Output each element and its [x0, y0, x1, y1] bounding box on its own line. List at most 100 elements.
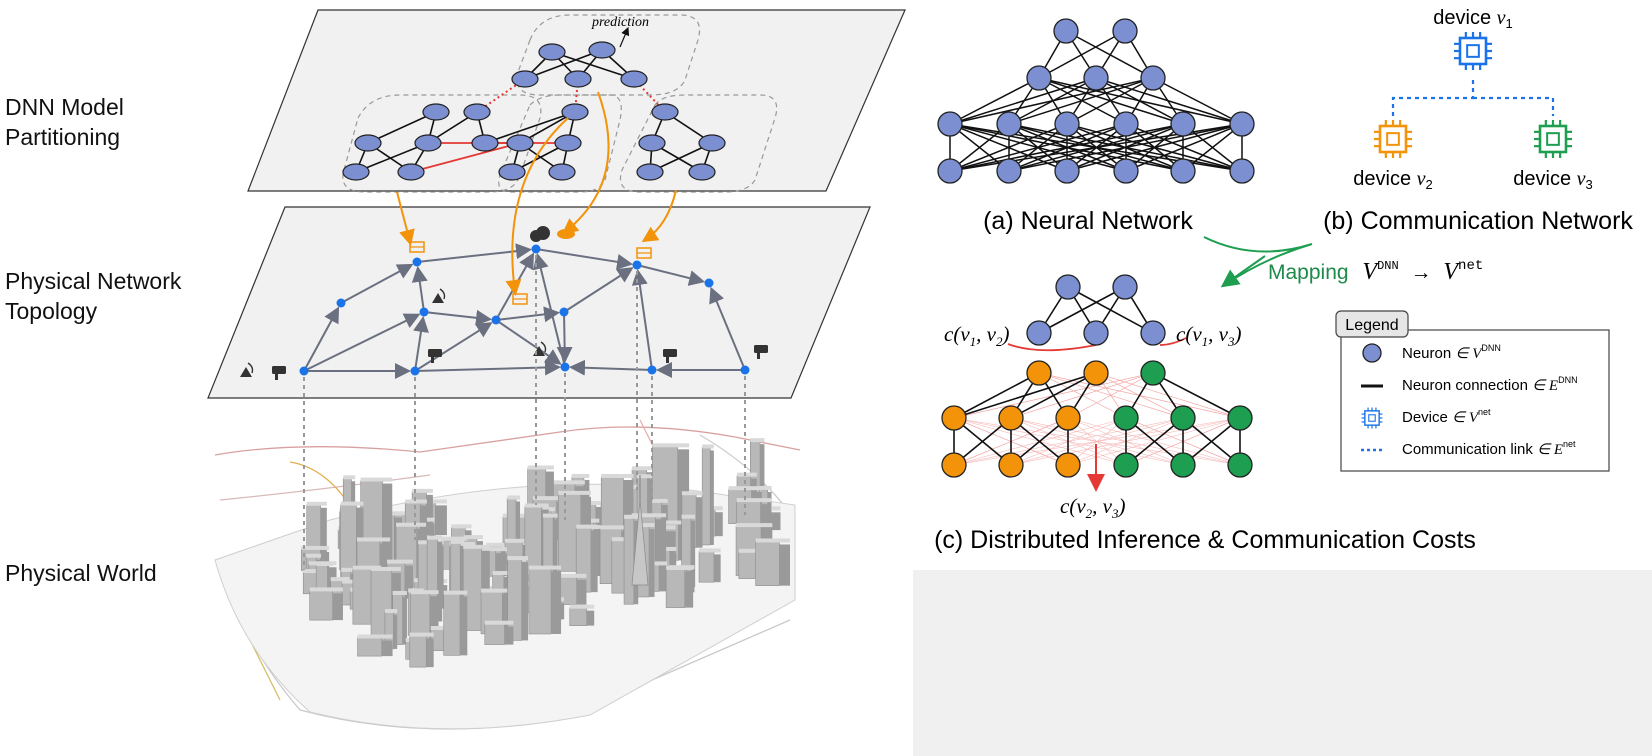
server-icon [409, 241, 425, 253]
dnn-neuron [422, 103, 450, 121]
neuron [1113, 158, 1139, 184]
neuron [1053, 18, 1079, 44]
network-link [411, 265, 428, 313]
legend-neuron-icon [1362, 343, 1382, 363]
dnn-neuron [548, 163, 576, 181]
dnn-neuron [342, 163, 370, 181]
cross-partition-edge [410, 142, 521, 173]
neuron-v3 [1140, 360, 1166, 386]
building [309, 587, 343, 621]
device-v3-label: device v3 [1513, 168, 1593, 192]
neuron-v1 [1140, 320, 1166, 346]
partition-mapping-arrows [396, 91, 677, 296]
network-topology-plane [207, 206, 871, 399]
neuron-connection [949, 77, 1097, 125]
neural-network-a [937, 18, 1255, 184]
dnn-neuron [498, 163, 526, 181]
dnn-neuron [511, 70, 539, 88]
network-link [416, 243, 533, 263]
camera-icon [663, 349, 677, 363]
building [507, 556, 529, 641]
network-node [704, 278, 714, 288]
building [701, 444, 714, 546]
dnn-neuron [538, 43, 566, 61]
cost-c13-label: c(v1, v3) [1176, 322, 1241, 349]
network-node [419, 307, 429, 317]
neuron-connection [949, 123, 1068, 172]
device-v3-chip-icon [1534, 120, 1572, 158]
network-link [533, 252, 566, 368]
dnn-partition-plane: prediction [247, 9, 906, 193]
dnn-edge [551, 51, 635, 80]
camera-icon [428, 349, 442, 363]
dnn-neuron [564, 70, 592, 88]
dnn-edge [524, 49, 603, 80]
device-v2-label: device v2 [1353, 168, 1433, 192]
building [410, 590, 439, 644]
network-node [647, 365, 657, 375]
neuron [1026, 65, 1052, 91]
network-link [495, 319, 562, 365]
network-link [414, 322, 493, 372]
neuron-v2 [998, 452, 1024, 478]
neuron [1229, 111, 1255, 137]
building [698, 548, 721, 583]
network-link [535, 248, 634, 270]
panel-b-caption: (b) Communication Network [1323, 207, 1633, 235]
layer-label-world: Physical World [5, 560, 157, 586]
neuron-v3 [1113, 452, 1139, 478]
neuron-v2 [941, 452, 967, 478]
mapping-label: Mapping VDNN → Vnet [1268, 251, 1483, 285]
network-link [568, 359, 653, 376]
network-link [413, 315, 429, 372]
network-link [563, 267, 634, 313]
neuron [1054, 111, 1080, 137]
dnn-neuron [651, 103, 679, 121]
building [306, 501, 327, 560]
building [665, 565, 694, 608]
node-location-lines [303, 255, 746, 570]
physical-world-city [214, 419, 801, 730]
dnn-edge [355, 142, 429, 173]
building [484, 620, 514, 645]
chip-core [1368, 414, 1376, 422]
street-line [214, 426, 801, 456]
neuron [1083, 65, 1109, 91]
neuron [1170, 111, 1196, 137]
neuron-connection [1066, 77, 1154, 125]
neuron [996, 158, 1022, 184]
neuron-v1 [1112, 274, 1138, 300]
neuron [937, 111, 963, 137]
chip-body [1458, 36, 1488, 66]
neuron-connection [1067, 372, 1154, 419]
network-node [336, 298, 346, 308]
legend-item-device: Device ∈ Vnet [1402, 407, 1491, 426]
antenna-icon [432, 288, 446, 303]
device-v1-chip-icon [1454, 32, 1492, 70]
neuron [1113, 111, 1139, 137]
network-link [495, 306, 561, 323]
network-node [412, 257, 422, 267]
neuron [937, 158, 963, 184]
neuron-connection [1152, 372, 1241, 419]
legend-device-icon [1361, 407, 1383, 429]
cost-link-v1-v2 [1007, 343, 1097, 352]
chip-body [1378, 124, 1408, 154]
neuron-v3 [1227, 405, 1253, 431]
building [506, 495, 521, 544]
neuron-v3 [1170, 405, 1196, 431]
neuron-v1 [1055, 274, 1081, 300]
neuron [1140, 65, 1166, 91]
neuron-v3 [1227, 452, 1253, 478]
legend-item-connection: Neuron connection ∈ EDNN [1402, 375, 1578, 394]
neuron-connection [1152, 77, 1243, 125]
building [357, 634, 393, 657]
layer-label-dnn: DNN Model Partitioning [5, 94, 124, 150]
neuron-connection [953, 372, 1040, 419]
neuron-connection [953, 372, 1097, 419]
street-line [219, 474, 431, 501]
dnn-neuron [397, 163, 425, 181]
cost-link-v1-v3 [1159, 337, 1187, 346]
panel-a-caption: (a) Neural Network [983, 207, 1193, 235]
chip-body [1538, 124, 1568, 154]
